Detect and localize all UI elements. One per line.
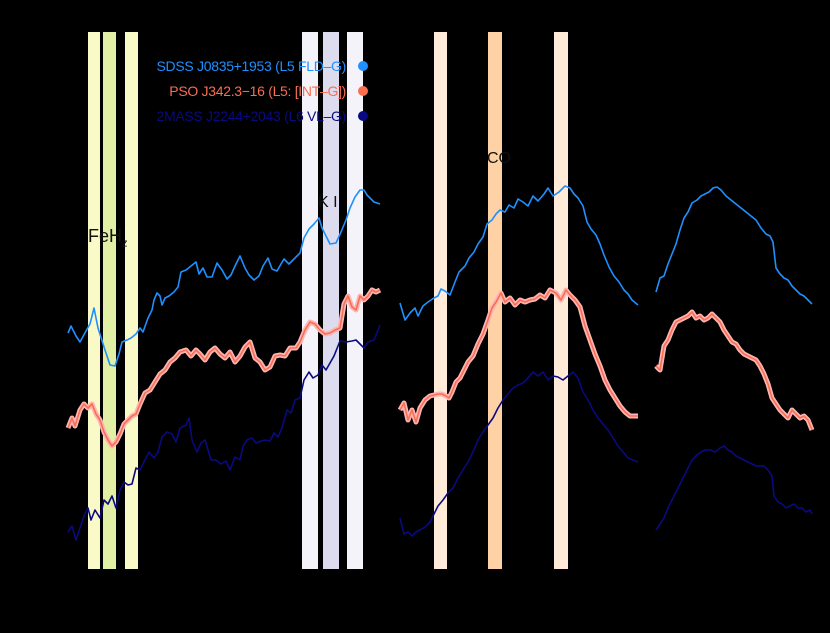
annotation-co: CO <box>487 150 511 167</box>
feature-band <box>88 32 100 569</box>
spectrum-line <box>67 289 381 447</box>
spectrum-line <box>655 445 813 531</box>
spectrum-line <box>67 189 381 367</box>
legend-item-sdss: SDSS J0835+1953 (L5 FLD–G) <box>110 55 368 80</box>
spectrum-line <box>67 324 381 541</box>
legend-marker-icon <box>358 86 368 96</box>
spectrum-line <box>399 289 638 423</box>
annotation-feh: FeHz <box>88 226 128 250</box>
legend-marker-icon <box>358 61 368 71</box>
spectrum-line <box>399 371 639 537</box>
feature-band <box>125 32 138 569</box>
legend-marker-icon <box>358 111 368 121</box>
feature-band <box>434 32 447 569</box>
feature-band <box>323 32 339 569</box>
legend: SDSS J0835+1953 (L5 FLD–G) PSO J342.3−16… <box>110 55 368 130</box>
annotation-ki: K I <box>318 194 338 211</box>
legend-label: SDSS J0835+1953 (L5 FLD–G) <box>156 58 347 74</box>
feature-band <box>302 32 318 569</box>
feature-band <box>347 32 363 569</box>
spectrum-line <box>655 311 813 431</box>
spectra-series <box>65 185 815 541</box>
legend-label: 2MASS J2244+2043 (L6 VL–G) <box>156 108 347 124</box>
legend-item-pso: PSO J342.3−16 (L5: [INT–G]) <box>110 80 368 105</box>
spectrum-line <box>399 185 639 321</box>
legend-label: PSO J342.3−16 (L5: [INT–G]) <box>169 83 346 99</box>
legend-item-2mass: 2MASS J2244+2043 (L6 VL–G) <box>110 105 368 130</box>
spectrum-line <box>655 186 813 305</box>
